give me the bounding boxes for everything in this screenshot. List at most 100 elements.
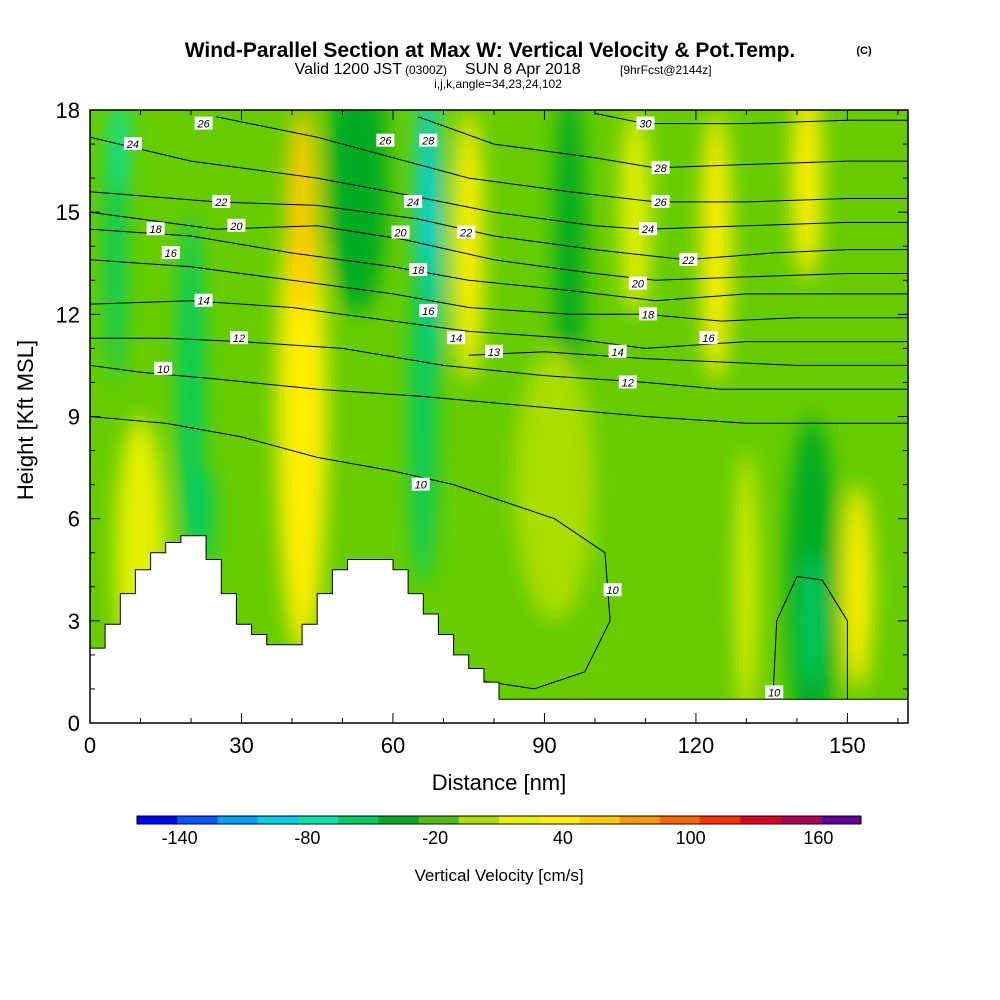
- contour-label-box: [376, 133, 395, 147]
- velocity-field: [105, 110, 873, 723]
- contour-label-text: 16: [702, 333, 715, 345]
- contour-label-text: 16: [422, 306, 435, 318]
- contour-label-box: [636, 116, 655, 130]
- contour-label-10-30: 10: [765, 685, 784, 699]
- contour-label-box: [628, 276, 647, 290]
- velocity-cell-12: [620, 110, 651, 315]
- colorbar-swatch: [338, 816, 379, 824]
- y-tick-label: 12: [56, 302, 80, 327]
- contour-label-18-24: 18: [638, 307, 657, 321]
- colorbar-swatch: [499, 816, 540, 824]
- colorbar-swatch: [257, 816, 299, 824]
- x-tick-label: 150: [829, 733, 866, 758]
- contour-label-box: [638, 222, 657, 236]
- contour-label-box: [123, 137, 142, 151]
- colorbar-swatch: [820, 816, 862, 824]
- y-tick-label: 9: [68, 405, 80, 430]
- contour-label-28-5: 28: [651, 160, 670, 175]
- velocity-cell-13: [700, 110, 732, 383]
- contour-label-24-16: 24: [404, 194, 423, 209]
- colorbar-frame: [136, 815, 862, 825]
- contour-label-box: [484, 344, 503, 358]
- theta-contour-20-8: [90, 211, 908, 281]
- x-tick-label: 90: [532, 733, 556, 758]
- contour-label-box: [679, 252, 698, 266]
- contour-label-text: 14: [197, 296, 209, 308]
- y-tick-label: 18: [56, 98, 80, 123]
- velocity-cell-17: [842, 484, 873, 689]
- colorbar-tick-label: 100: [676, 828, 706, 848]
- contour-label-box: [161, 246, 180, 260]
- theta-contours: [90, 112, 908, 723]
- contour-label-text: 14: [450, 333, 462, 345]
- contour-label-box: [154, 361, 173, 375]
- velocity-cell-19: [112, 110, 128, 196]
- contour-label-text: 24: [406, 197, 419, 209]
- forecast-label: [9hrFcst@2144z]: [620, 63, 712, 77]
- contour-label-text: 13: [488, 347, 501, 359]
- contour-label-20-10: 20: [227, 218, 246, 233]
- colorbar-swatch: [740, 816, 782, 824]
- contour-label-24-7: 24: [638, 222, 657, 236]
- contour-label-box: [603, 583, 622, 597]
- contour-label-14-26: 14: [608, 344, 627, 359]
- contour-label-text: 26: [378, 136, 392, 148]
- valid-date-label: SUN 8 Apr 2018: [465, 61, 581, 78]
- theta-contour-13-4: [468, 351, 908, 366]
- contour-label-text: 18: [412, 265, 425, 277]
- contour-label-text: 16: [165, 248, 178, 260]
- x-tick-label: 30: [229, 733, 253, 758]
- chart-title-unit: (C): [856, 45, 872, 57]
- contour-label-box: [146, 222, 165, 236]
- theta-contour-10-0: [90, 416, 611, 690]
- contour-label-13-22: 13: [484, 344, 503, 359]
- contour-label-box: [229, 331, 248, 345]
- colorbar-swatch: [780, 816, 822, 824]
- contour-label-box: [419, 303, 438, 317]
- contour-label-text: 10: [606, 585, 619, 597]
- contour-label-text: 22: [214, 197, 227, 209]
- colorbar-tick-label: -20: [422, 828, 448, 848]
- contour-label-text: 10: [157, 364, 170, 376]
- theta-contour-24-10: [90, 136, 908, 230]
- theta-contour-14-5: [90, 300, 908, 349]
- velocity-cell-9: [453, 110, 484, 383]
- theta-contour-10-2: [90, 364, 908, 424]
- theta-contour-12-3: [90, 337, 908, 390]
- velocity-cell-10: [554, 110, 585, 417]
- contour-label-10-28: 10: [411, 477, 430, 492]
- contour-label-22-18: 22: [457, 225, 476, 240]
- contour-label-box: [411, 477, 430, 491]
- theta-contour-30-13: [594, 112, 908, 125]
- colorbar-swatch: [418, 816, 460, 824]
- contour-label-16-20: 16: [419, 303, 438, 318]
- contour-label-12-14: 12: [229, 331, 248, 345]
- contour-label-18-19: 18: [409, 263, 428, 277]
- chart-title: Wind-Parallel Section at Max W: Vertical…: [185, 39, 796, 62]
- terrain: [90, 535, 908, 723]
- contour-label-text: 30: [639, 119, 652, 131]
- contour-label-text: 20: [229, 221, 243, 233]
- contour-label-26-2: 26: [376, 133, 395, 148]
- contour-label-12-27: 12: [618, 375, 637, 389]
- contour-label-text: 28: [421, 136, 435, 148]
- contour-label-text: 24: [126, 139, 139, 151]
- y-tick-label: 0: [68, 711, 80, 736]
- x-tick-label: 60: [381, 733, 405, 758]
- contour-label-20-17: 20: [391, 225, 410, 240]
- contour-label-box: [638, 307, 657, 321]
- colorbar-tick-label: 40: [553, 828, 573, 848]
- contour-label-20-23: 20: [628, 276, 647, 291]
- velocity-cell-5: [286, 110, 318, 315]
- valid-utc-label: (0300Z): [405, 63, 447, 77]
- colorbar-swatch: [659, 816, 701, 824]
- colorbar: -140 -80 -20 40 100 160: [136, 815, 862, 848]
- contour-label-16-12: 16: [161, 246, 180, 260]
- colorbar-tick-label: -140: [162, 828, 198, 848]
- contour-label-box: [618, 375, 637, 389]
- contour-label-box: [227, 218, 246, 232]
- velocity-cell-14: [791, 110, 823, 281]
- colorbar-swatch: [700, 816, 741, 824]
- contour-label-18-11: 18: [146, 222, 165, 236]
